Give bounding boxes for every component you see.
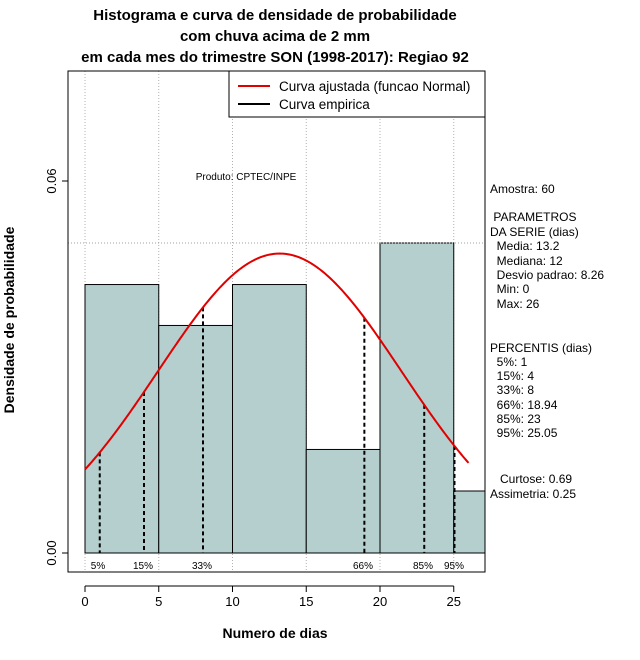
percentile-label: 85% <box>413 561 433 572</box>
histogram-bar <box>305 448 381 554</box>
normal-curve <box>84 252 470 471</box>
x-tick-label: 0 <box>81 594 88 609</box>
stat-line: 15%: 4 <box>490 369 534 383</box>
stat-line: Max: 26 <box>490 297 540 311</box>
histogram-bars <box>84 242 486 554</box>
stat-line: Assimetria: 0.25 <box>490 487 576 501</box>
percentile-label: 33% <box>192 561 212 572</box>
title-line-1: Histograma e curva de densidade de proba… <box>93 7 456 24</box>
stat-line: PARAMETROS <box>490 210 576 224</box>
percentile-markers: 5% 15% 33% 66% 85% 95% <box>91 307 464 572</box>
stat-line: Curtose: 0.69 <box>490 472 572 486</box>
normal-curve-line <box>84 252 470 471</box>
stat-line: Desvio padrao: 8.26 <box>490 268 604 282</box>
x-tick-label: 15 <box>299 594 313 609</box>
histogram-bar <box>232 284 307 554</box>
y-axis-title: Densidade de probabilidade <box>1 226 17 413</box>
stat-line: 95%: 25.05 <box>490 426 558 440</box>
histogram-bar <box>84 284 160 554</box>
stat-line: 5%: 1 <box>490 355 528 369</box>
legend-box <box>228 70 486 118</box>
stat-line: 85%: 23 <box>490 412 541 426</box>
histogram-bar <box>453 490 486 554</box>
legend-empirical-label: Curva empirica <box>279 97 370 112</box>
x-tick-label: 10 <box>225 594 239 609</box>
axes: 0 5 10 15 20 25 Numero de dias 0.00 0.06 Densidad… <box>1 168 461 641</box>
chart-title: Histograma e curva de densidade de proba… <box>81 7 469 66</box>
stat-line: Media: 13.2 <box>490 239 560 253</box>
x-axis-title: Numero de dias <box>222 625 327 641</box>
histogram-bar <box>379 242 455 554</box>
stat-line: 66%: 18.94 <box>490 398 558 412</box>
stat-line: Amostra: 60 <box>490 182 555 196</box>
percentile-label: 5% <box>91 561 106 572</box>
x-tick-label: 5 <box>155 594 162 609</box>
legend: Curva ajustada (funcao Normal) Curva empi… <box>196 70 486 183</box>
y-tick-label: 0.00 <box>44 540 59 565</box>
percentile-label: 95% <box>444 561 464 572</box>
stat-line: 33%: 8 <box>490 383 534 397</box>
stat-line: DA SERIE (dias) <box>490 225 579 239</box>
percentile-label: 66% <box>353 561 373 572</box>
title-line-3: em cada mes do trimestre SON (1998-2017)… <box>81 49 469 66</box>
legend-normal-label: Curva ajustada (funcao Normal) <box>279 79 470 94</box>
y-tick-label: 0.06 <box>44 168 59 193</box>
x-tick-label: 20 <box>373 594 387 609</box>
percentile-label: 15% <box>133 561 153 572</box>
product-label: Produto: CPTEC/INPE <box>196 172 297 183</box>
title-line-2: com chuva acima de 2 mm <box>180 28 370 45</box>
x-tick-label: 25 <box>447 594 461 609</box>
stat-line: Mediana: 12 <box>490 254 563 268</box>
stat-line: PERCENTIS (dias) <box>490 341 592 355</box>
stat-line: Min: 0 <box>490 282 530 296</box>
histogram-bar <box>158 324 233 554</box>
